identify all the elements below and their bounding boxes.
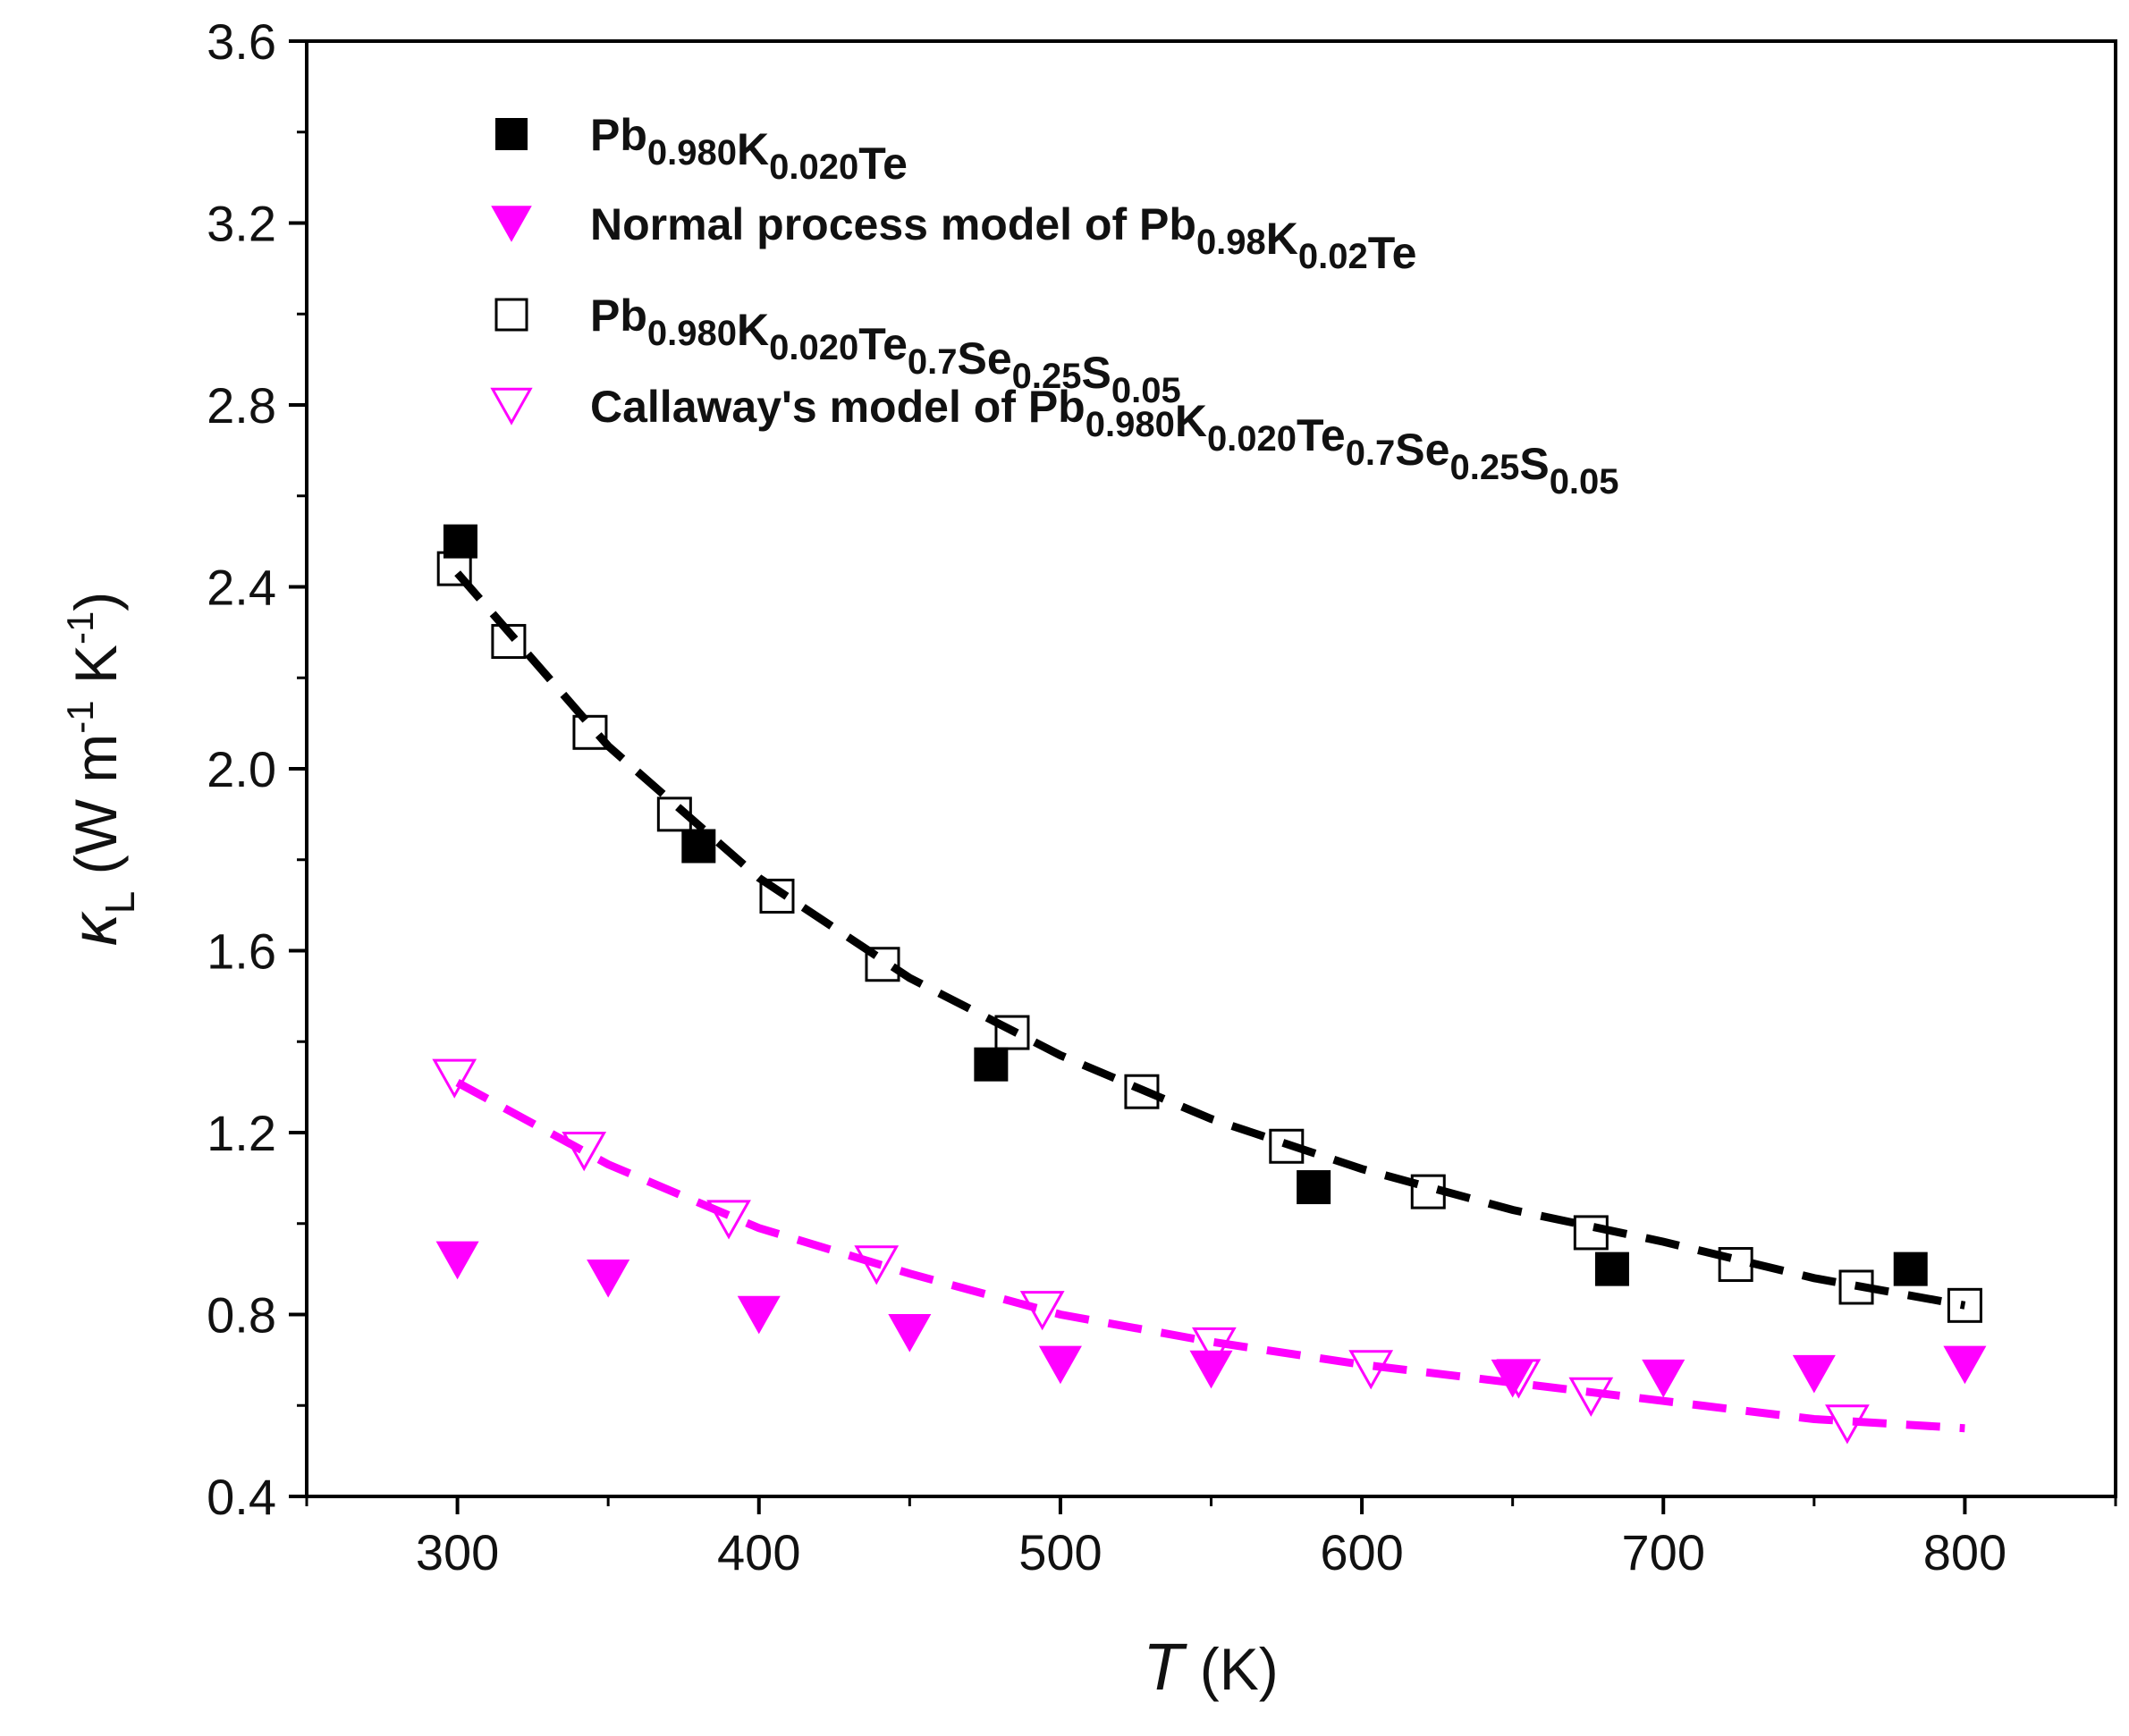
y-tick-label: 2.8 <box>207 377 276 434</box>
data-point <box>432 1058 477 1099</box>
data-point <box>737 1295 781 1335</box>
x-tick-label: 600 <box>1320 1524 1403 1580</box>
y-tick-label: 3.2 <box>207 196 276 252</box>
y-tick-label: 0.8 <box>207 1287 276 1344</box>
data-point <box>1348 1350 1394 1390</box>
legend-item-1: Pb0.980K0.020Te <box>495 110 908 189</box>
x-axis-title: T (K) <box>1143 1630 1279 1704</box>
y-tick-label: 2.0 <box>207 741 276 797</box>
data-point <box>888 1314 932 1353</box>
data-point <box>865 947 900 982</box>
series-4 <box>432 1058 1870 1445</box>
data-point <box>656 796 692 832</box>
svg-text:κL (W m-1 K-1): κL (W m-1 K-1) <box>59 592 143 947</box>
x-tick-labels: 300 400 500 600 700 800 <box>416 1524 2006 1580</box>
y-tick-label: 2.4 <box>207 560 276 616</box>
legend-marker <box>491 206 532 242</box>
data-point <box>1191 1327 1237 1367</box>
legend-marker <box>495 118 528 150</box>
data-markers <box>432 524 1987 1445</box>
data-point <box>1792 1354 1836 1394</box>
x-tick-label: 800 <box>1923 1524 2006 1580</box>
legend-label: Callaway's model of Pb0.980K0.020Te0.7Se… <box>590 382 1619 501</box>
legend-marker <box>490 387 533 426</box>
legend-label: Pb0.980K0.020Te0.7Se0.25S0.05 <box>590 291 1181 410</box>
y-tick-labels: 0.4 0.8 1.2 1.6 2.0 2.4 2.8 3.2 3.6 <box>207 13 276 1525</box>
data-point <box>706 1200 751 1240</box>
x-tick-label: 400 <box>717 1524 800 1580</box>
data-point <box>587 1260 630 1298</box>
data-point <box>1943 1345 1987 1385</box>
x-tick-label: 500 <box>1018 1524 1102 1580</box>
x-tick-label: 300 <box>416 1524 499 1580</box>
data-point <box>1825 1404 1870 1445</box>
y-tick-label: 1.6 <box>207 923 276 980</box>
y-tick-label: 0.4 <box>207 1469 276 1525</box>
y-tick-label: 1.2 <box>207 1105 276 1161</box>
data-point <box>1642 1359 1685 1398</box>
series-1 <box>443 524 1928 1286</box>
legend-item-3: Pb0.980K0.020Te0.7Se0.25S0.05 <box>494 291 1181 410</box>
legend: Pb0.980K0.020Te Normal process model of P… <box>490 110 1619 501</box>
data-point <box>994 1015 1030 1050</box>
data-point <box>1594 1251 1629 1286</box>
data-point <box>1297 1170 1331 1205</box>
y-tick-label: 3.6 <box>207 13 276 70</box>
data-point <box>572 714 608 750</box>
data-point <box>1410 1174 1446 1209</box>
data-point <box>1893 1251 1928 1286</box>
data-point <box>1568 1377 1614 1417</box>
data-point <box>1019 1291 1065 1331</box>
legend-item-2: Normal process model of Pb0.98K0.02Te <box>491 199 1416 278</box>
data-point <box>1124 1074 1160 1109</box>
data-point <box>1038 1345 1082 1385</box>
data-point <box>854 1245 900 1285</box>
fit-lines <box>454 570 1966 1433</box>
data-point <box>1269 1128 1305 1164</box>
legend-label: Normal process model of Pb0.98K0.02Te <box>590 199 1416 278</box>
data-point <box>1496 1359 1542 1399</box>
data-point <box>759 878 795 914</box>
legend-item-4: Callaway's model of Pb0.980K0.020Te0.7Se… <box>490 382 1619 501</box>
series-3 <box>436 551 1982 1323</box>
legend-marker <box>494 298 528 332</box>
data-point <box>974 1047 1009 1082</box>
x-tick-label: 700 <box>1622 1524 1705 1580</box>
data-point <box>436 551 472 586</box>
data-point <box>1838 1269 1874 1305</box>
axis-ticks <box>289 39 2117 1514</box>
data-point <box>1947 1287 1982 1323</box>
data-point <box>1573 1215 1609 1251</box>
data-point <box>1189 1350 1233 1389</box>
y-axis-title: κL (W m-1 K-1) <box>59 592 143 947</box>
legend-label: Pb0.980K0.020Te <box>590 110 908 189</box>
fit-black-dashed <box>454 570 1966 1310</box>
data-point <box>562 1132 607 1172</box>
data-point <box>435 1241 479 1280</box>
data-point <box>491 624 527 660</box>
data-point <box>681 829 716 864</box>
data-point <box>1718 1247 1753 1283</box>
fit-magenta-dashed <box>455 1079 1965 1433</box>
